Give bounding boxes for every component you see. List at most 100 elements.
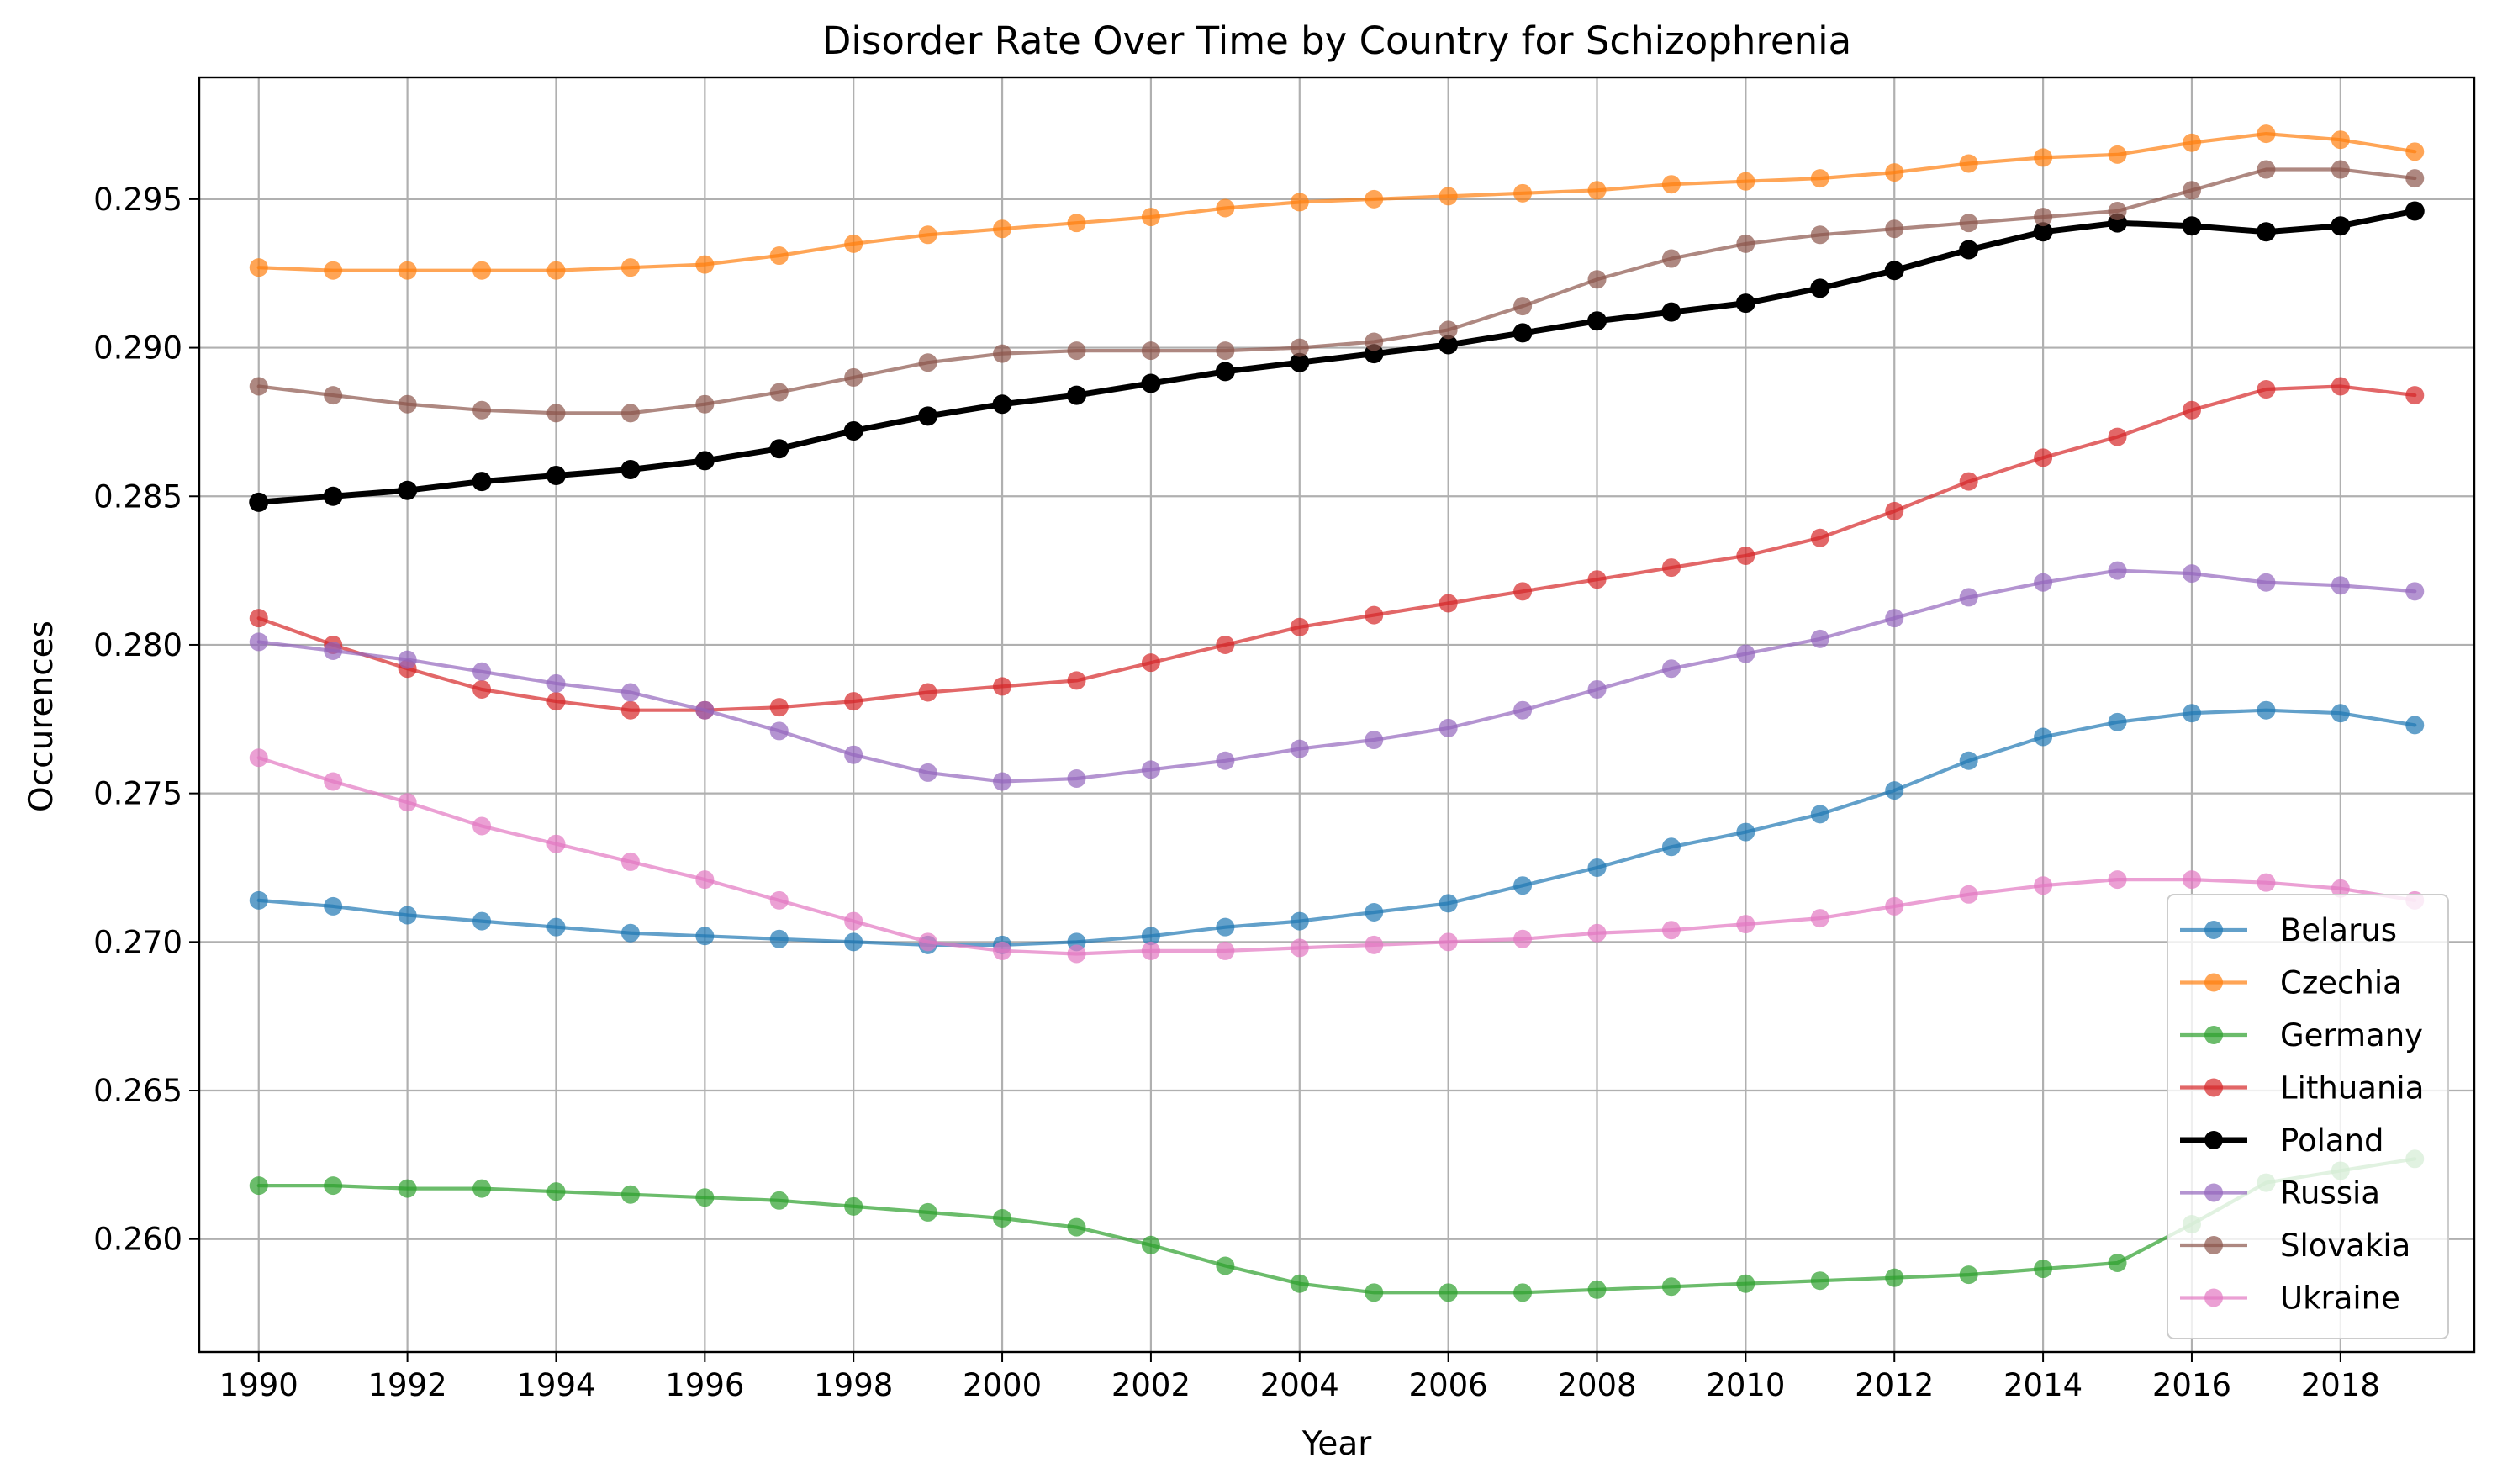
data-point [1141, 927, 1160, 946]
data-point [2405, 201, 2425, 221]
data-point [620, 1185, 640, 1204]
legend: Belarus Czechia Germany Lithuania Poland Russ… [2167, 894, 2449, 1339]
data-point [1959, 154, 1978, 173]
data-point [918, 353, 937, 372]
data-point [1885, 163, 1904, 182]
data-point [1587, 923, 1607, 943]
legend-label: Slovakia [2280, 1228, 2410, 1264]
series-russia [249, 561, 2425, 791]
data-point [1959, 240, 1979, 260]
data-point [769, 698, 789, 717]
data-point [1661, 1277, 1681, 1297]
legend-marker [2204, 1131, 2223, 1149]
y-tick-label: 0.260 [93, 1222, 182, 1258]
data-point [1365, 332, 1384, 351]
legend-label: Poland [2280, 1122, 2384, 1159]
legend-marker [2204, 1183, 2223, 1202]
y-tick-label: 0.265 [93, 1073, 182, 1109]
data-point [546, 404, 566, 423]
data-point [2034, 1260, 2053, 1279]
x-tick-label: 2014 [2003, 1367, 2083, 1403]
x-tick-label: 2010 [1706, 1367, 1785, 1403]
y-tick-label: 0.290 [93, 330, 182, 367]
data-point [1290, 338, 1309, 357]
data-point [1736, 172, 1755, 191]
legend-marker [2204, 921, 2223, 939]
data-point [2182, 133, 2201, 152]
series-line [256, 167, 2417, 415]
data-point [1290, 1274, 1309, 1293]
data-point [1365, 605, 1384, 625]
legend-item-ukraine: Ukraine [2180, 1281, 2400, 1317]
data-point [398, 650, 417, 669]
y-tick-label: 0.275 [93, 776, 182, 812]
legend-item-slovakia: Slovakia [2180, 1228, 2410, 1264]
series-line [256, 1157, 2417, 1295]
data-point [546, 917, 566, 937]
data-point [620, 258, 640, 277]
data-point [2033, 222, 2053, 242]
data-point [1959, 588, 1978, 607]
data-point [323, 486, 343, 506]
data-point [1587, 679, 1607, 699]
data-point [1810, 1271, 1829, 1291]
data-point [769, 1191, 789, 1210]
x-tick-label: 2008 [1557, 1367, 1636, 1403]
data-point [249, 748, 268, 768]
data-point [2256, 222, 2276, 242]
data-point [2331, 216, 2351, 236]
data-point [1885, 501, 1904, 520]
data-point [918, 683, 937, 702]
x-axis-ticks: 1990 1992 1994 1996 1998 2000 2002 2004 2006 2008… [219, 1352, 2380, 1403]
data-point [620, 923, 640, 943]
data-point [769, 439, 789, 459]
data-point [1810, 805, 1829, 824]
data-point [620, 852, 640, 871]
data-point [993, 344, 1012, 363]
y-tick-label: 0.280 [93, 627, 182, 663]
data-point [1365, 189, 1384, 209]
data-point [1587, 1280, 1607, 1299]
data-point [844, 745, 863, 764]
data-point [398, 480, 418, 500]
data-point [1587, 181, 1607, 200]
data-point [992, 394, 1012, 415]
data-point [620, 459, 641, 479]
data-point [398, 793, 417, 812]
data-point [1885, 1268, 1904, 1287]
data-point [2405, 386, 2425, 405]
data-point [1141, 653, 1160, 673]
series-slovakia [249, 160, 2425, 423]
data-point [324, 896, 343, 916]
data-point [1587, 311, 1607, 331]
data-point [249, 890, 268, 910]
data-point [324, 1176, 343, 1196]
data-point [1513, 582, 1533, 601]
x-tick-label: 1994 [516, 1367, 595, 1403]
data-point [1439, 320, 1458, 340]
data-point [546, 834, 566, 853]
data-point [1290, 911, 1309, 931]
data-point [2182, 704, 2201, 723]
data-point [1141, 341, 1160, 361]
data-point [620, 700, 640, 720]
legend-label: Germany [2280, 1017, 2423, 1054]
data-point [2182, 564, 2201, 584]
series-line [256, 568, 2417, 784]
data-point [695, 700, 715, 720]
series-line [256, 708, 2417, 948]
legend-label: Czechia [2280, 965, 2402, 1001]
data-point [918, 225, 937, 245]
data-point [1216, 341, 1235, 361]
data-point [2034, 148, 2053, 167]
data-point [2108, 561, 2127, 580]
data-point [1736, 915, 1755, 934]
legend-label: Ukraine [2280, 1281, 2400, 1317]
data-point [1810, 909, 1829, 928]
data-point [2108, 870, 2127, 890]
x-tick-label: 1990 [219, 1367, 298, 1403]
data-point [546, 1182, 566, 1201]
series-line [256, 756, 2417, 956]
